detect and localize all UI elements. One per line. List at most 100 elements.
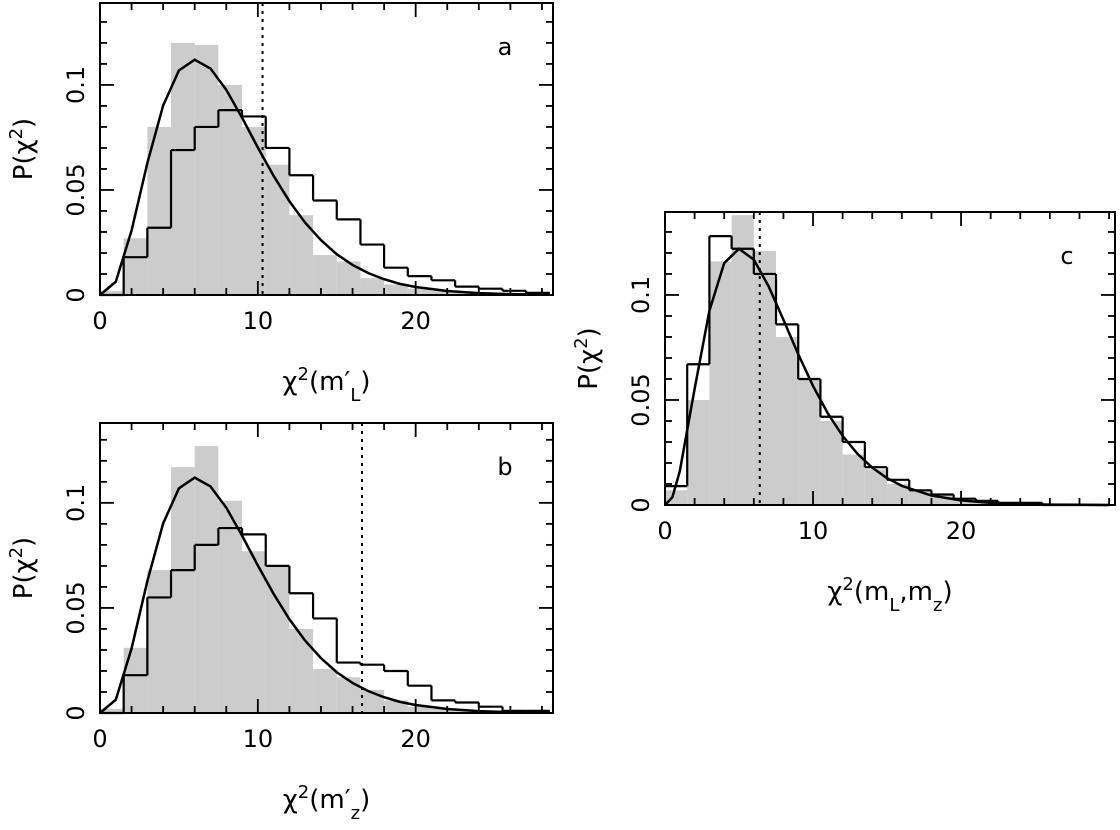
hist-bar — [709, 261, 732, 505]
plot-frame — [99, 2, 554, 296]
hist-bar — [147, 126, 172, 295]
label-sub: z — [351, 803, 360, 824]
label-run: χ — [827, 577, 842, 607]
hist-bar — [864, 469, 888, 505]
label-run: P(χ — [9, 139, 39, 180]
label-run: χ — [282, 367, 297, 397]
x-tick-label: 10 — [798, 517, 829, 545]
label-sub: z — [933, 595, 942, 616]
x-tick-label: 0 — [92, 725, 107, 753]
y-tick-label: 0.05 — [62, 163, 90, 216]
label-run: ) — [574, 327, 604, 337]
hist-bar — [384, 284, 408, 295]
label-sub: L — [889, 595, 899, 616]
y-axis-label: P(χ2) — [571, 327, 605, 389]
hist-bar — [218, 500, 243, 713]
label-run: P(χ — [574, 349, 604, 390]
x-tick-label: 20 — [946, 517, 977, 545]
hist-bar — [194, 45, 219, 295]
hist-bar — [776, 336, 799, 505]
panel-label: c — [1060, 242, 1073, 270]
hist-bar — [665, 490, 688, 505]
hist-bar — [123, 238, 148, 295]
hist-bar — [455, 292, 479, 295]
hist-bar — [171, 42, 195, 296]
y-tick-label: 0.1 — [627, 276, 655, 314]
y-axis-label: P(χ2) — [6, 118, 40, 180]
label-run: ) — [360, 367, 370, 397]
plot-frame — [99, 422, 554, 714]
hist-bar — [842, 454, 865, 505]
hist-bar — [100, 290, 124, 295]
hist-bar — [336, 677, 361, 713]
hist-bar — [407, 706, 432, 713]
hist-bar — [887, 483, 910, 505]
label-run: ) — [360, 785, 370, 815]
hist-bar — [171, 467, 195, 713]
y-tick-label: 0.1 — [62, 66, 90, 104]
hist-bar — [753, 250, 777, 505]
label-sup: 2 — [298, 364, 309, 385]
hist-bar — [687, 399, 710, 505]
y-tick-label: 0.1 — [62, 484, 90, 522]
hist-bar — [384, 700, 408, 713]
x-axis-label: χ2(m′L) — [282, 364, 370, 406]
label-run: (m′ — [309, 785, 350, 815]
label-sup: 2 — [6, 128, 27, 139]
hist-bar — [431, 290, 456, 295]
hist-bar — [242, 551, 266, 713]
label-sup: 2 — [6, 547, 27, 558]
y-tick-label: 0.05 — [627, 373, 655, 426]
hist-bar — [313, 255, 337, 295]
hist-bar — [123, 647, 148, 713]
x-tick-label: 10 — [243, 307, 274, 335]
label-sub: L — [350, 385, 360, 406]
label-run: (m′ — [309, 367, 350, 397]
hist-bar — [265, 164, 290, 295]
x-tick-label: 0 — [92, 307, 107, 335]
label-run: ) — [9, 118, 39, 128]
y-tick-label: 0.05 — [62, 581, 90, 634]
hist-bar — [431, 708, 456, 713]
x-tick-label: 20 — [400, 307, 431, 335]
hist-bar — [455, 710, 479, 713]
x-axis-label: χ2(mL,mz) — [827, 574, 952, 616]
label-run: χ — [283, 785, 298, 815]
hist-bar — [360, 278, 385, 295]
hist-bar — [336, 261, 361, 295]
x-tick-label: 0 — [657, 517, 672, 545]
hist-bar — [265, 565, 290, 713]
hist-bar — [100, 708, 124, 713]
x-tick-label: 20 — [400, 725, 431, 753]
x-tick-label: 10 — [243, 725, 274, 753]
label-sup: 2 — [842, 574, 853, 595]
hist-bar — [931, 494, 954, 505]
y-tick-label: 0 — [62, 287, 90, 302]
hist-bar — [147, 570, 172, 713]
label-run: ,m — [899, 577, 933, 607]
y-axis-label: P(χ2) — [6, 537, 40, 599]
y-tick-label: 0 — [62, 705, 90, 720]
hist-bar — [820, 420, 843, 505]
hist-bar — [731, 215, 754, 505]
label-sup: 2 — [298, 782, 309, 803]
label-run: (m — [854, 577, 889, 607]
hist-bar — [313, 668, 337, 713]
x-axis-label: χ2(m′z) — [283, 782, 370, 824]
hist-bar — [798, 378, 821, 505]
hist-bar — [242, 126, 266, 295]
label-run: ) — [9, 537, 39, 547]
hist-bar — [407, 288, 432, 295]
y-tick-label: 0 — [627, 497, 655, 512]
label-sup: 2 — [571, 337, 592, 348]
hist-bar — [194, 446, 219, 713]
panel-label: b — [497, 453, 512, 481]
hist-bar — [218, 84, 243, 295]
label-run: ) — [942, 577, 952, 607]
label-run: P(χ — [9, 558, 39, 599]
hist-bar — [289, 628, 314, 713]
